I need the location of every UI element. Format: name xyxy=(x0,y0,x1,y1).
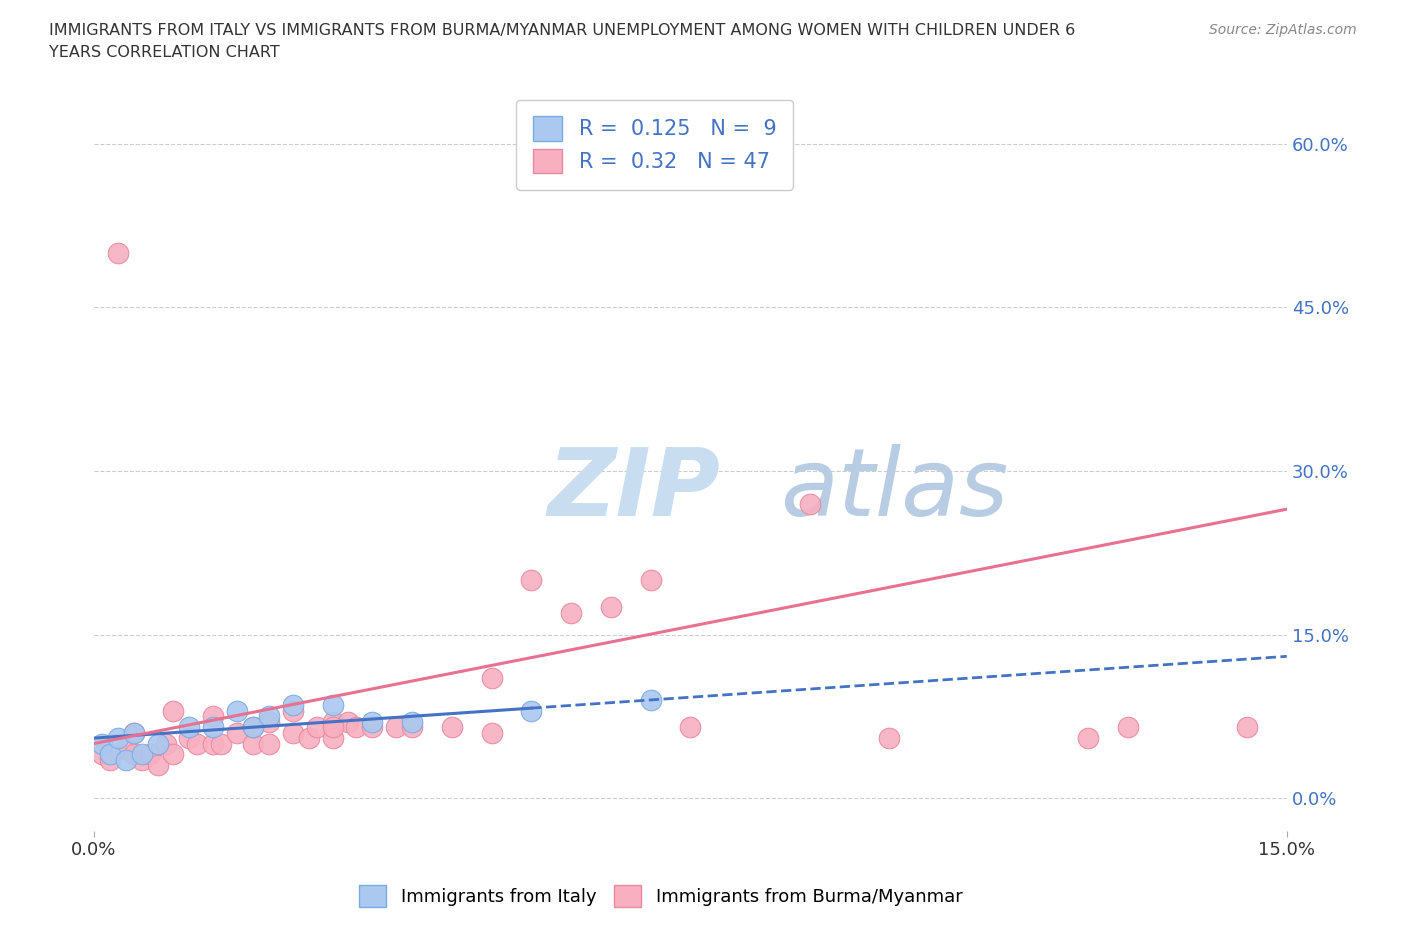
Point xyxy=(186,737,208,751)
Point xyxy=(337,714,360,729)
Point xyxy=(401,714,423,729)
Point xyxy=(122,747,145,762)
Point xyxy=(107,246,129,260)
Point xyxy=(401,720,423,735)
Point xyxy=(1077,731,1099,746)
Point xyxy=(242,720,264,735)
Point xyxy=(640,693,662,708)
Point xyxy=(877,731,900,746)
Point xyxy=(202,720,225,735)
Point xyxy=(257,737,280,751)
Point xyxy=(321,714,343,729)
Point xyxy=(114,741,136,756)
Text: YEARS CORRELATION CHART: YEARS CORRELATION CHART xyxy=(49,45,280,60)
Point xyxy=(321,731,343,746)
Point xyxy=(481,725,503,740)
Point xyxy=(599,600,621,615)
Point xyxy=(560,605,582,620)
Point xyxy=(162,747,184,762)
Point xyxy=(90,737,112,751)
Point xyxy=(298,731,321,746)
Point xyxy=(90,747,112,762)
Text: atlas: atlas xyxy=(780,445,1008,536)
Point xyxy=(321,720,343,735)
Point xyxy=(179,731,201,746)
Point xyxy=(281,703,304,718)
Point xyxy=(107,731,129,746)
Point xyxy=(520,573,543,588)
Point xyxy=(1236,720,1258,735)
Point xyxy=(679,720,702,735)
Point xyxy=(385,720,408,735)
Point xyxy=(122,725,145,740)
Point xyxy=(361,714,384,729)
Point xyxy=(131,752,153,767)
Point xyxy=(257,709,280,724)
Point xyxy=(98,752,121,767)
Point xyxy=(98,747,121,762)
Point xyxy=(114,752,136,767)
Legend: R =  0.125   N =  9, R =  0.32   N = 47: R = 0.125 N = 9, R = 0.32 N = 47 xyxy=(516,100,793,190)
Point xyxy=(1116,720,1139,735)
Point xyxy=(281,698,304,712)
Point xyxy=(344,720,367,735)
Point xyxy=(162,703,184,718)
Point xyxy=(138,747,160,762)
Point xyxy=(281,725,304,740)
Point xyxy=(202,709,225,724)
Text: IMMIGRANTS FROM ITALY VS IMMIGRANTS FROM BURMA/MYANMAR UNEMPLOYMENT AMONG WOMEN : IMMIGRANTS FROM ITALY VS IMMIGRANTS FROM… xyxy=(49,23,1076,38)
Point xyxy=(155,737,177,751)
Point xyxy=(361,720,384,735)
Legend: Immigrants from Italy, Immigrants from Burma/Myanmar: Immigrants from Italy, Immigrants from B… xyxy=(350,876,972,916)
Point xyxy=(520,703,543,718)
Point xyxy=(640,573,662,588)
Point xyxy=(321,698,343,712)
Point xyxy=(131,747,153,762)
Point xyxy=(440,720,463,735)
Point xyxy=(146,758,169,773)
Point xyxy=(202,737,225,751)
Point xyxy=(209,737,232,751)
Point xyxy=(799,497,821,512)
Point xyxy=(226,725,249,740)
Point xyxy=(122,725,145,740)
Point xyxy=(179,720,201,735)
Point xyxy=(305,720,328,735)
Point xyxy=(481,671,503,685)
Point xyxy=(226,703,249,718)
Text: ZIP: ZIP xyxy=(547,444,720,536)
Point xyxy=(257,714,280,729)
Point xyxy=(242,737,264,751)
Point xyxy=(146,737,169,751)
Text: Source: ZipAtlas.com: Source: ZipAtlas.com xyxy=(1209,23,1357,37)
Point xyxy=(242,720,264,735)
